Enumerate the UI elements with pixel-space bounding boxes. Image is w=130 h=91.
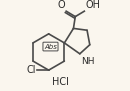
Text: HCl: HCl <box>52 77 69 87</box>
Text: NH: NH <box>82 57 95 66</box>
Text: OH: OH <box>85 0 100 10</box>
Text: O: O <box>58 0 65 10</box>
Text: Cl: Cl <box>27 65 36 75</box>
Text: Abs: Abs <box>44 44 57 50</box>
FancyBboxPatch shape <box>43 42 58 51</box>
